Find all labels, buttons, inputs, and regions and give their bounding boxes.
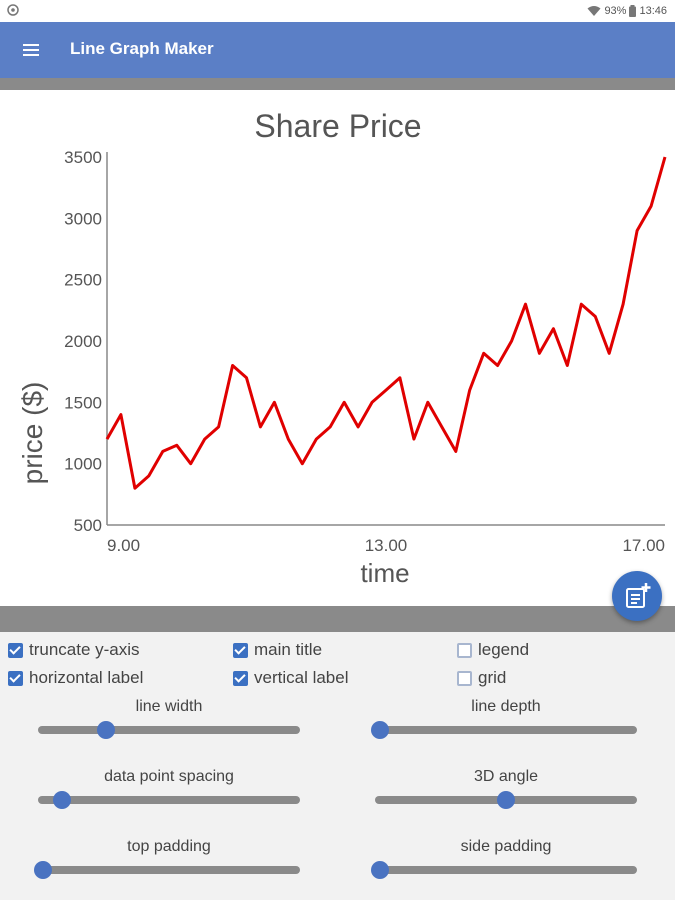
x-axis-label: time — [360, 558, 409, 588]
wifi-icon — [587, 6, 601, 16]
y-ticks: 500 1000 1500 2000 2500 3000 3500 — [64, 148, 102, 535]
y-tick-label: 3000 — [64, 209, 102, 228]
checkbox-label: horizontal label — [29, 668, 144, 687]
side-padding-label: side padding — [460, 838, 552, 855]
chart-area: Share Price price ($) time 500 1000 1500 20… — [0, 90, 675, 606]
checkbox-icon — [8, 670, 23, 686]
note-add-icon — [626, 583, 651, 608]
x-ticks: 9.00 13.00 17.00 — [107, 536, 665, 555]
side-padding-slider[interactable] — [371, 861, 637, 879]
checkbox-icon — [457, 670, 472, 686]
top-padding-label: top padding — [127, 838, 211, 855]
slider-thumb[interactable] — [34, 861, 53, 879]
app-title: Line Graph Maker — [70, 39, 214, 58]
checkbox-icon — [457, 642, 472, 658]
line-depth-label: line depth — [471, 698, 541, 715]
vertical-label-checkbox[interactable]: vertical label — [233, 668, 349, 688]
battery-percent: 93% — [604, 5, 627, 17]
3d-angle-label: 3D angle — [473, 768, 539, 785]
add-note-button[interactable] — [612, 571, 662, 621]
app-bar: Line Graph Maker — [0, 22, 675, 78]
line-depth-slider[interactable] — [371, 721, 637, 739]
y-tick-label: 500 — [74, 516, 102, 535]
status-bar: 93% 13:46 — [0, 0, 675, 22]
battery-icon — [629, 5, 637, 17]
legend-checkbox[interactable]: legend — [457, 640, 529, 660]
grid-checkbox[interactable]: grid — [457, 668, 506, 688]
data-point-spacing-label: data point spacing — [104, 768, 234, 785]
truncate-y-axis-checkbox[interactable]: truncate y-axis — [8, 640, 140, 660]
x-tick-label: 13.00 — [365, 536, 408, 555]
slider-thumb[interactable] — [371, 721, 390, 739]
slider-thumb[interactable] — [497, 791, 515, 809]
checkbox-icon — [233, 670, 248, 686]
series-line — [105, 156, 667, 490]
checkbox-label: grid — [478, 668, 507, 687]
line-width-label: line width — [135, 698, 203, 715]
middle-divider — [0, 606, 675, 632]
clock: 13:46 — [639, 5, 667, 17]
top-padding-slider[interactable] — [34, 861, 300, 879]
y-tick-label: 1500 — [64, 393, 102, 412]
chart-title: Share Price — [254, 108, 421, 144]
slider-thumb[interactable] — [52, 791, 71, 809]
checkbox-label: truncate y-axis — [29, 640, 140, 659]
horizontal-label-checkbox[interactable]: horizontal label — [8, 668, 143, 688]
y-tick-label: 2000 — [64, 332, 102, 351]
y-tick-label: 2500 — [64, 271, 102, 290]
top-divider — [0, 78, 675, 90]
y-axis-label: price ($) — [17, 382, 48, 485]
main-title-checkbox[interactable]: main title — [233, 640, 322, 660]
y-tick-label: 3500 — [64, 148, 102, 167]
checkbox-icon — [8, 642, 23, 658]
status-indicators: 93% 13:46 — [587, 3, 667, 19]
slider-thumb[interactable] — [371, 861, 390, 879]
checkbox-label: legend — [478, 640, 530, 659]
checkbox-label: main title — [254, 640, 323, 659]
checkbox-icon — [233, 642, 248, 658]
checkbox-label: vertical label — [254, 668, 349, 687]
3d-angle-slider[interactable] — [375, 791, 637, 809]
line-width-slider[interactable] — [38, 721, 300, 739]
options-panel: truncate y-axis main title legend horizo… — [0, 632, 675, 900]
hamburger-menu-icon[interactable] — [14, 34, 46, 66]
notification-icon — [7, 4, 19, 16]
data-point-spacing-slider[interactable] — [38, 791, 300, 809]
line-chart: Share Price price ($) time 500 1000 1500 20… — [17, 108, 667, 588]
slider-thumb[interactable] — [97, 721, 116, 739]
x-tick-label: 17.00 — [622, 536, 665, 555]
y-tick-label: 1000 — [64, 455, 102, 474]
x-tick-label: 9.00 — [107, 536, 140, 555]
axes — [106, 152, 665, 526]
